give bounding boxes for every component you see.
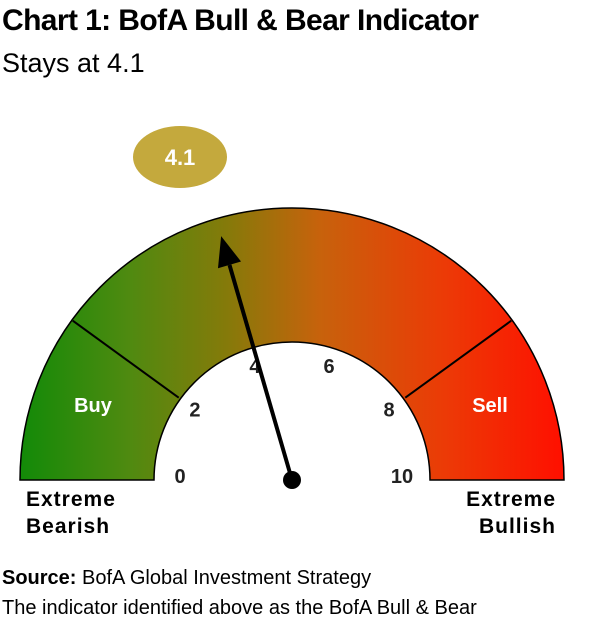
zone-label-buy: Buy <box>74 395 113 417</box>
extreme-bearish-label-line1: Extreme <box>26 488 116 511</box>
source-note: Source: BofA Global Investment Strategy <box>2 567 371 590</box>
source-label: Source: <box>2 567 77 589</box>
zone-divider-sell <box>404 319 512 399</box>
chart-title: Chart 1: BofA Bull & Bear Indicator <box>2 4 479 37</box>
tick-label-0: 0 <box>174 466 185 488</box>
gauge-pivot <box>283 471 301 489</box>
footnote-text: The indicator identified above as the Bo… <box>2 597 477 619</box>
value-badge <box>133 126 227 188</box>
tick-label-2: 2 <box>189 400 200 422</box>
tick-label-8: 8 <box>384 400 395 422</box>
extreme-bullish-label-line1: Extreme <box>466 488 556 511</box>
tick-label-6: 6 <box>324 356 335 378</box>
source-text: BofA Global Investment Strategy <box>82 567 372 589</box>
tick-label-10: 10 <box>391 466 413 488</box>
chart-subtitle: Stays at 4.1 <box>2 48 145 78</box>
gauge-needle-arrowhead <box>217 236 242 269</box>
extreme-bearish-label-line2: Bearish <box>26 515 110 538</box>
gauge-arc <box>19 207 565 481</box>
zone-divider-buy <box>72 319 180 399</box>
extreme-bullish-label-line2: Bullish <box>479 515 556 538</box>
zone-label-sell: Sell <box>472 395 508 417</box>
value-badge-label: 4.1 <box>165 145 196 170</box>
gauge-needle <box>227 264 294 481</box>
